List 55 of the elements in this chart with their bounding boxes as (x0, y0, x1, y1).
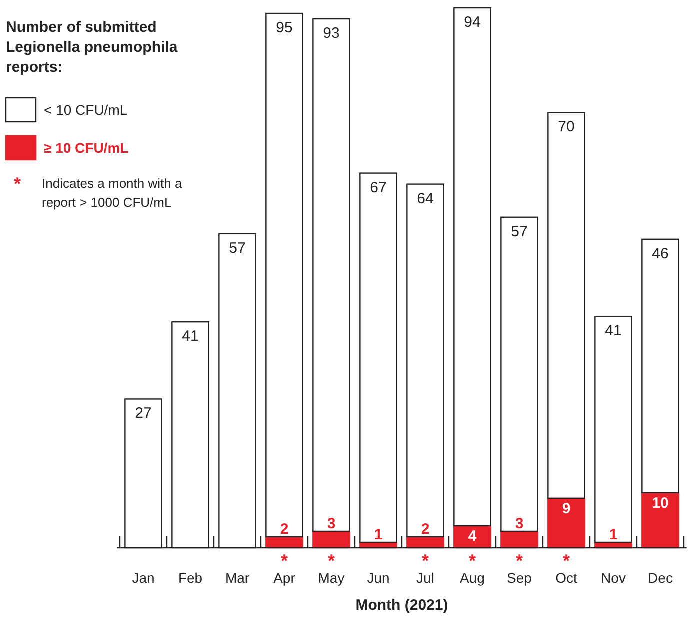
annotation: * (422, 551, 430, 571)
bar (312, 18, 350, 532)
data-label: 41 (182, 328, 199, 346)
x-axis-title: Month (2021) (356, 597, 448, 614)
data-label: 3 (515, 515, 524, 532)
data-label: 94 (464, 14, 481, 31)
data-label: 67 (370, 179, 387, 196)
annotation: * (516, 551, 524, 571)
data-label: 4 (468, 528, 478, 545)
x-tick-label: Nov (601, 570, 626, 586)
x-tick-label: Oct (556, 570, 578, 586)
bar (266, 12, 304, 538)
x-tick-label: Jan (132, 570, 155, 586)
data-label: 1 (609, 526, 618, 544)
data-label: 2 (421, 520, 430, 538)
data-label: 1 (374, 526, 383, 544)
x-tick-label: Dec (648, 570, 673, 586)
data-label: 70 (558, 118, 575, 136)
x-tick-label: Jun (367, 570, 390, 586)
bar (360, 172, 398, 544)
data-label: 10 (652, 494, 669, 512)
legend-title: Number of submitted Legionella pneumophila reports: (6, 19, 178, 76)
data-label: 95 (276, 20, 293, 37)
data-label: 9 (562, 500, 571, 518)
data-label: 3 (327, 515, 336, 532)
x-tick-label: May (318, 570, 345, 586)
annotation: * (468, 551, 476, 571)
data-label: 57 (511, 223, 528, 240)
bar (594, 316, 632, 544)
x-tick-label: Jul (416, 570, 434, 586)
bar (642, 238, 680, 494)
legend-label: < 10 CFU/mL (44, 102, 128, 118)
data-label: 27 (135, 405, 152, 422)
data-label: 46 (652, 245, 669, 262)
data-label: 93 (323, 25, 340, 42)
x-tick-label: Feb (178, 570, 203, 586)
x-tick-label: Mar (225, 570, 250, 586)
bar (406, 184, 444, 538)
annotation: * (562, 551, 570, 571)
bar (642, 492, 680, 549)
legend-label: ≥ 10 CFU/mL (44, 140, 130, 156)
bar (548, 498, 586, 549)
x-tick-label: Aug (460, 570, 485, 586)
data-label: 41 (605, 322, 622, 340)
x-tick-label: Sep (507, 570, 532, 586)
bar (500, 216, 538, 532)
annotation: * Indicates a month with a report > 1000 CFU/mL (14, 174, 183, 210)
annotation: * (280, 551, 288, 571)
bar (548, 112, 586, 500)
bar (454, 7, 492, 527)
data-label: 64 (417, 190, 434, 208)
x-tick-label: Apr (274, 570, 296, 586)
data-label: 57 (229, 240, 246, 257)
annotation: * (328, 551, 336, 571)
data-label: 2 (280, 520, 289, 538)
